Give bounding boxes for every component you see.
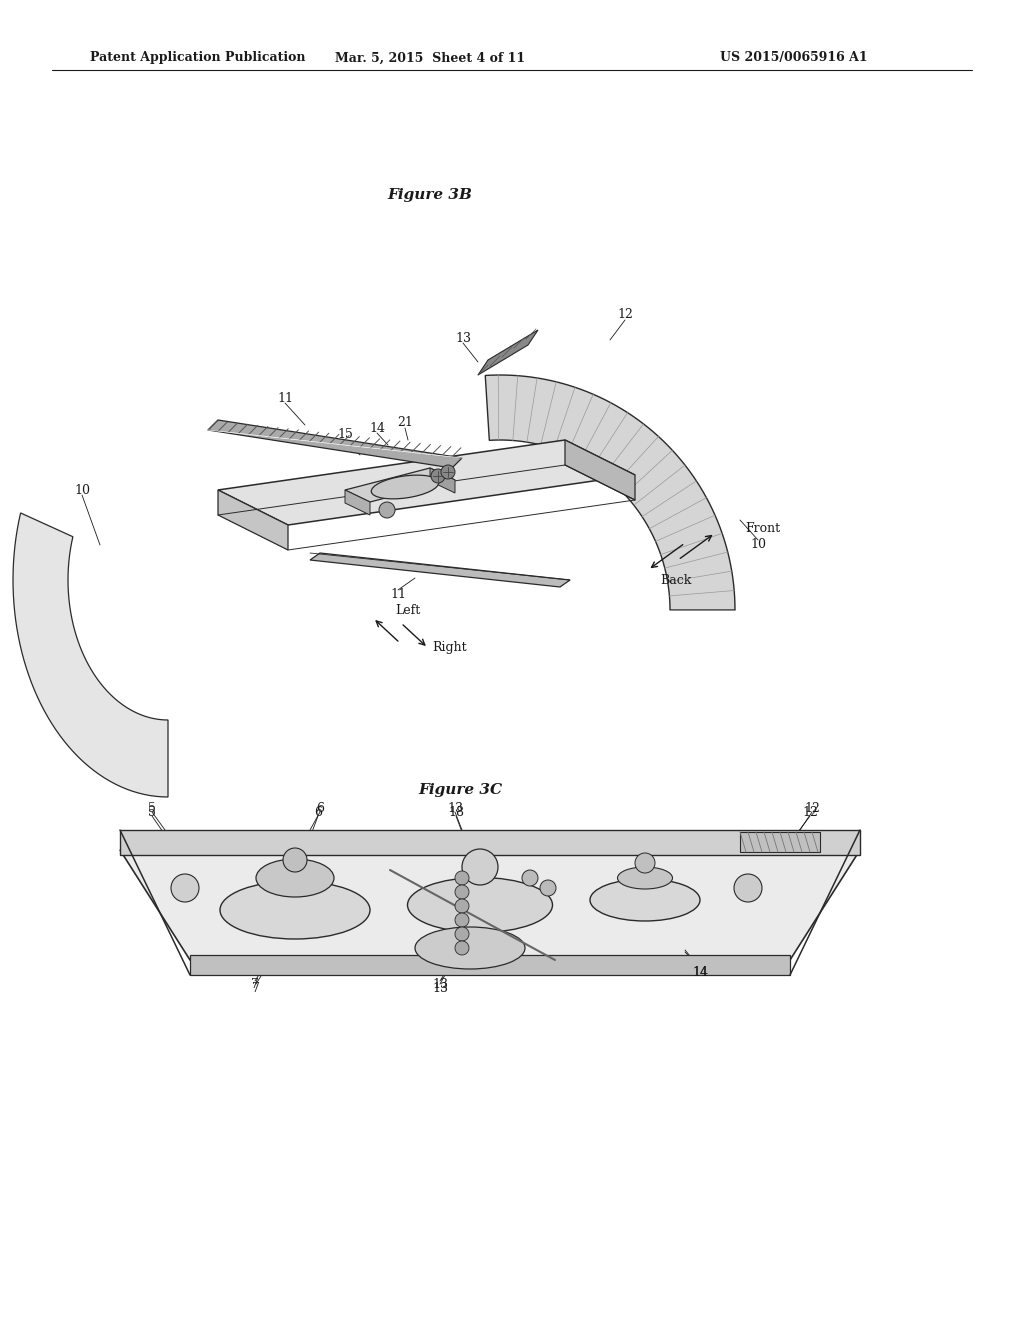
Text: 16: 16: [460, 483, 476, 496]
Polygon shape: [190, 954, 790, 975]
Ellipse shape: [415, 927, 525, 969]
Circle shape: [455, 899, 469, 913]
Text: 10: 10: [74, 483, 90, 496]
Circle shape: [455, 913, 469, 927]
Ellipse shape: [590, 879, 700, 921]
Circle shape: [431, 469, 445, 483]
Circle shape: [734, 874, 762, 902]
Polygon shape: [478, 330, 538, 375]
Text: 7: 7: [251, 978, 259, 991]
Circle shape: [455, 871, 469, 884]
Text: Figure 3C: Figure 3C: [418, 783, 502, 797]
Text: US 2015/0065916 A1: US 2015/0065916 A1: [720, 51, 867, 65]
Ellipse shape: [617, 867, 673, 888]
Circle shape: [462, 849, 498, 884]
Text: Back: Back: [660, 573, 691, 586]
Text: Figure 3B: Figure 3B: [387, 187, 472, 202]
Circle shape: [522, 870, 538, 886]
Text: 13: 13: [447, 801, 463, 814]
Text: Front: Front: [745, 521, 780, 535]
Polygon shape: [345, 490, 370, 515]
Ellipse shape: [408, 878, 553, 932]
Circle shape: [283, 847, 307, 873]
Polygon shape: [310, 553, 570, 587]
Text: 5: 5: [148, 805, 156, 818]
Text: 12: 12: [617, 309, 633, 322]
Circle shape: [540, 880, 556, 896]
Text: 12: 12: [802, 805, 818, 818]
Polygon shape: [208, 420, 462, 469]
Text: 17: 17: [382, 503, 398, 516]
Text: 21: 21: [397, 417, 413, 429]
Text: 5: 5: [256, 513, 264, 527]
Polygon shape: [740, 832, 820, 851]
Text: 13: 13: [432, 978, 449, 991]
Text: Left: Left: [395, 603, 420, 616]
Text: 15: 15: [337, 429, 353, 441]
Circle shape: [455, 927, 469, 941]
Text: Right: Right: [432, 642, 467, 655]
Polygon shape: [485, 375, 735, 610]
Circle shape: [455, 884, 469, 899]
Polygon shape: [345, 469, 455, 502]
Polygon shape: [565, 440, 635, 500]
Circle shape: [171, 874, 199, 902]
Text: 18: 18: [449, 805, 464, 818]
Circle shape: [635, 853, 655, 873]
Text: 6: 6: [314, 805, 322, 818]
Text: 13: 13: [432, 982, 449, 994]
Circle shape: [455, 941, 469, 954]
Polygon shape: [120, 830, 860, 855]
Polygon shape: [218, 440, 635, 525]
Text: 11: 11: [390, 589, 406, 602]
Text: 14: 14: [692, 965, 708, 978]
Text: 13: 13: [455, 331, 471, 345]
Text: 12: 12: [804, 801, 820, 814]
Text: 11: 11: [278, 392, 293, 404]
Text: 10: 10: [750, 539, 766, 552]
Circle shape: [379, 502, 395, 517]
Text: 6: 6: [316, 801, 324, 814]
Text: 14: 14: [369, 421, 385, 434]
Text: 14: 14: [692, 965, 708, 978]
Text: Mar. 5, 2015  Sheet 4 of 11: Mar. 5, 2015 Sheet 4 of 11: [335, 51, 525, 65]
Text: 5: 5: [148, 801, 156, 814]
Polygon shape: [13, 513, 168, 797]
Circle shape: [441, 465, 455, 479]
Ellipse shape: [372, 475, 438, 499]
Polygon shape: [120, 850, 860, 960]
Ellipse shape: [256, 859, 334, 898]
Ellipse shape: [220, 880, 370, 939]
Polygon shape: [218, 490, 288, 550]
Polygon shape: [430, 469, 455, 492]
Text: 7: 7: [252, 982, 260, 994]
Text: Patent Application Publication: Patent Application Publication: [90, 51, 305, 65]
